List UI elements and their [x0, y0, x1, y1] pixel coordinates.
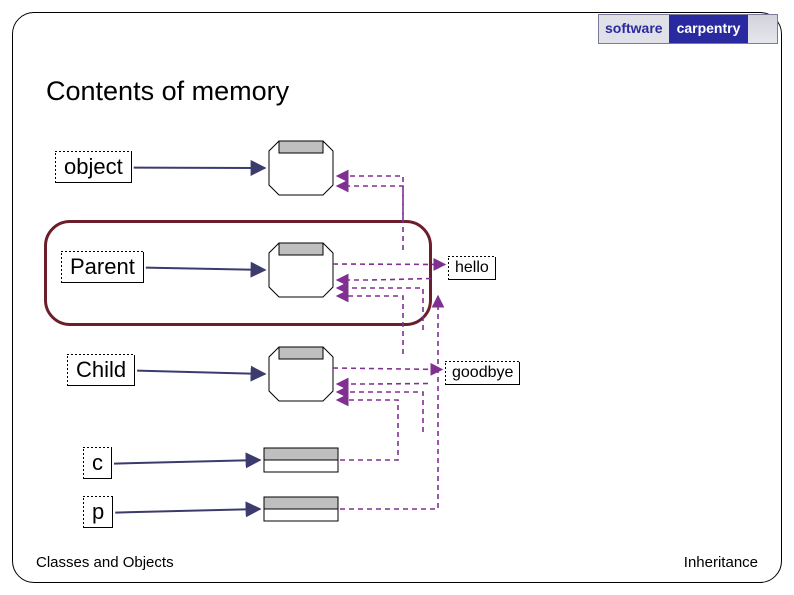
label-object: object: [56, 152, 132, 183]
footer-right: Inheritance: [684, 554, 758, 571]
method-goodbye: goodbye: [446, 362, 520, 385]
footer-left: Classes and Objects: [36, 554, 174, 571]
slide-title: Contents of memory: [46, 76, 289, 107]
logo-word1: software: [599, 15, 669, 43]
label-p: p: [84, 497, 113, 528]
label-c: c: [84, 448, 112, 479]
method-hello: hello: [449, 257, 496, 280]
logo: softwarecarpentry: [598, 14, 778, 44]
logo-word2: carpentry: [669, 15, 749, 43]
label-child: Child: [68, 355, 135, 386]
parent-highlight: [44, 220, 432, 326]
